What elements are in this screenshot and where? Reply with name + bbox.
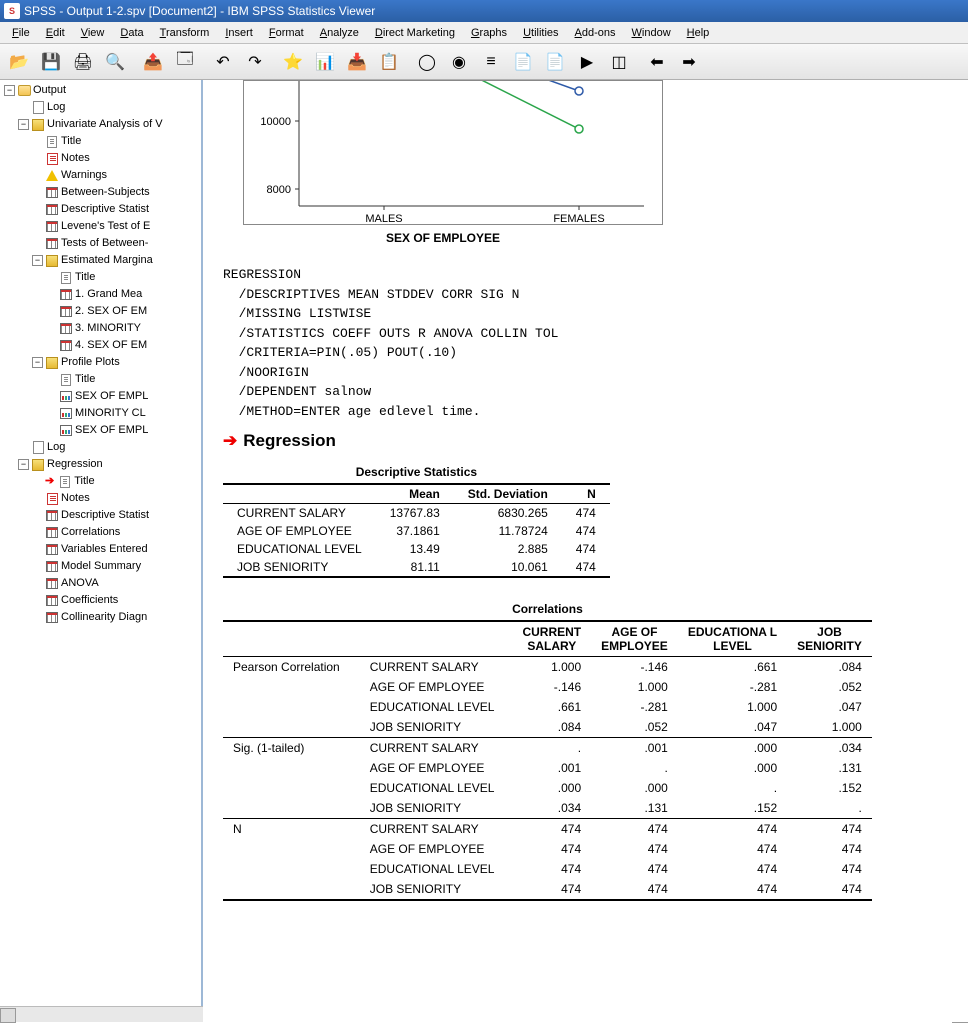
menu-analyze[interactable]: Analyze [312, 25, 367, 41]
tree-est-1[interactable]: 1. Grand Mea [46, 286, 199, 303]
menu-utilities[interactable]: Utilities [515, 25, 566, 41]
syntax-line: /METHOD=ENTER age edlevel time. [223, 402, 956, 422]
menu-view[interactable]: View [73, 25, 113, 41]
tree-uni-title[interactable]: Title [32, 133, 199, 150]
tree-est-2[interactable]: 2. SEX OF EM [46, 303, 199, 320]
chart-x-axis-label: SEX OF EMPLOYEE [223, 231, 663, 245]
tree-univariate[interactable]: −Univariate Analysis of V [18, 116, 199, 133]
menu-insert[interactable]: Insert [217, 25, 261, 41]
back-button[interactable]: ⬅ [642, 47, 672, 77]
corr-table-caption: Correlations [223, 602, 872, 620]
tree-uni-between[interactable]: Between-Subjects [32, 184, 199, 201]
undo-button[interactable]: ↶ [208, 47, 238, 77]
tree-uni-levene[interactable]: Levene's Test of E [32, 218, 199, 235]
syntax-line: /NOORIGIN [223, 363, 956, 383]
tree-horizontal-scrollbar[interactable] [0, 1006, 203, 1022]
syntax-line: /DESCRIPTIVES MEAN STDDEV CORR SIG N [223, 285, 956, 305]
demote-button[interactable]: 📄 [540, 47, 570, 77]
tree-reg-vars[interactable]: Variables Entered [32, 541, 199, 558]
print-button[interactable]: 🖨 [68, 47, 98, 77]
window-titlebar: S SPSS - Output 1-2.spv [Document2] - IB… [0, 0, 968, 22]
designate-button[interactable]: ◫ [604, 47, 634, 77]
svg-text:8000: 8000 [267, 184, 291, 196]
outline-tree-pane[interactable]: −OutputLog−Univariate Analysis of VTitle… [0, 80, 203, 1022]
insert-heading-button[interactable]: ◯ [412, 47, 442, 77]
tree-uni-warnings[interactable]: Warnings [32, 167, 199, 184]
tree-est-title[interactable]: Title [46, 269, 199, 286]
menu-graphs[interactable]: Graphs [463, 25, 515, 41]
tree-log-2[interactable]: Log [18, 439, 199, 456]
tree-output[interactable]: −Output [4, 82, 199, 99]
tree-est-3[interactable]: 3. MINORITY [46, 320, 199, 337]
tree-reg-notes[interactable]: Notes [32, 490, 199, 507]
open-button[interactable]: 📂 [4, 47, 34, 77]
tree-reg-title[interactable]: ➔Title [32, 473, 199, 490]
menu-window[interactable]: Window [624, 25, 679, 41]
toolbar: 📂 💾 🖨 🔍 📤 🗔 ↶ ↷ ⭐ 📊 📥 📋 ◯ ◉ ≡ 📄 📄 ▶ ◫ ⬅ … [0, 44, 968, 80]
syntax-line: /CRITERIA=PIN(.05) POUT(.10) [223, 343, 956, 363]
menu-direct-marketing[interactable]: Direct Marketing [367, 25, 463, 41]
svg-text:MALES: MALES [365, 213, 402, 225]
goto-data-button[interactable]: ⭐ [278, 47, 308, 77]
menu-format[interactable]: Format [261, 25, 312, 41]
insert-text-button[interactable]: ≡ [476, 47, 506, 77]
syntax-line: /DEPENDENT salnow [223, 382, 956, 402]
svg-text:FEMALES: FEMALES [553, 213, 604, 225]
tree-uni-estimated[interactable]: −Estimated Margina [32, 252, 199, 269]
menu-file[interactable]: File [4, 25, 38, 41]
tree-prof-title[interactable]: Title [46, 371, 199, 388]
syntax-line: /STATISTICS COEFF OUTS R ANOVA COLLIN TO… [223, 324, 956, 344]
syntax-line: REGRESSION [223, 265, 956, 285]
variables-button[interactable]: 📥 [342, 47, 372, 77]
preview-button[interactable]: 🔍 [100, 47, 130, 77]
tree-uni-notes[interactable]: Notes [32, 150, 199, 167]
select-button[interactable]: 📋 [374, 47, 404, 77]
syntax-line: /MISSING LISTWISE [223, 304, 956, 324]
desc-table-caption: Descriptive Statistics [223, 465, 610, 483]
tree-uni-profile[interactable]: −Profile Plots [32, 354, 199, 371]
export-button[interactable]: 📤 [138, 47, 168, 77]
tree-reg-coef[interactable]: Coefficients [32, 592, 199, 609]
tree-reg-desc[interactable]: Descriptive Statist [32, 507, 199, 524]
descriptive-statistics-table[interactable]: Descriptive Statistics MeanStd. Deviatio… [223, 465, 610, 578]
forward-button[interactable]: ➡ [674, 47, 704, 77]
profile-plot-chart[interactable]: 10000 8000 MALES FEMALES [243, 80, 663, 225]
tree-reg-anova[interactable]: ANOVA [32, 575, 199, 592]
tree-log[interactable]: Log [18, 99, 199, 116]
correlations-table[interactable]: Correlations CURRENTSALARYAGE OFEMPLOYEE… [223, 602, 872, 901]
save-button[interactable]: 💾 [36, 47, 66, 77]
tree-prof-2[interactable]: MINORITY CL [46, 405, 199, 422]
menubar: FileEditViewDataTransformInsertFormatAna… [0, 22, 968, 44]
svg-text:10000: 10000 [260, 116, 291, 128]
current-marker-icon: ➔ [223, 431, 237, 451]
tree-reg-coll[interactable]: Collinearity Diagn [32, 609, 199, 626]
regression-section-title: ➔ Regression [223, 431, 956, 451]
tree-uni-tests[interactable]: Tests of Between- [32, 235, 199, 252]
promote-button[interactable]: 📄 [508, 47, 538, 77]
menu-help[interactable]: Help [679, 25, 718, 41]
app-icon: S [4, 3, 20, 19]
tree-regression[interactable]: −Regression [18, 456, 199, 473]
insert-title-button[interactable]: ◉ [444, 47, 474, 77]
dialog-recall-button[interactable]: 🗔 [170, 47, 200, 77]
redo-button[interactable]: ↷ [240, 47, 270, 77]
run-button[interactable]: ▶ [572, 47, 602, 77]
menu-add-ons[interactable]: Add-ons [567, 25, 624, 41]
syntax-block: REGRESSION /DESCRIPTIVES MEAN STDDEV COR… [223, 265, 956, 421]
menu-transform[interactable]: Transform [152, 25, 218, 41]
tree-prof-1[interactable]: SEX OF EMPL [46, 388, 199, 405]
menu-data[interactable]: Data [112, 25, 151, 41]
tree-uni-desc[interactable]: Descriptive Statist [32, 201, 199, 218]
menu-edit[interactable]: Edit [38, 25, 73, 41]
tree-est-4[interactable]: 4. SEX OF EM [46, 337, 199, 354]
tree-prof-3[interactable]: SEX OF EMPL [46, 422, 199, 439]
tree-reg-corr[interactable]: Correlations [32, 524, 199, 541]
window-title: SPSS - Output 1-2.spv [Document2] - IBM … [24, 4, 375, 18]
tree-reg-model[interactable]: Model Summary [32, 558, 199, 575]
output-content-pane[interactable]: Est 100008000MALESFEMALES SEX OF EMPLOYE… [203, 80, 968, 1022]
goto-case-button[interactable]: 📊 [310, 47, 340, 77]
